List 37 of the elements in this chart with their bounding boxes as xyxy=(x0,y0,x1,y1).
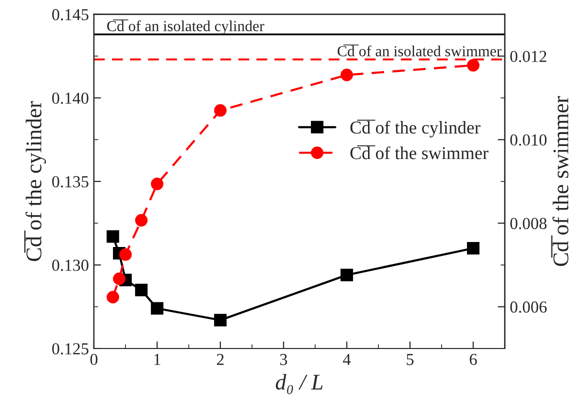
ref-line-label: C̅d̅ of an isolated swimmer xyxy=(338,44,502,56)
x-tick-label: 3 xyxy=(280,354,288,366)
y-tick-label: 0.135 xyxy=(52,176,88,188)
x-tick-label: 5 xyxy=(406,354,414,366)
point xyxy=(135,214,148,227)
point xyxy=(112,272,126,285)
point xyxy=(106,230,120,243)
y-tick-label: 0.130 xyxy=(52,260,88,271)
legend-label: C̅d̅ of the cylinder xyxy=(350,120,480,138)
point xyxy=(150,178,164,190)
point xyxy=(214,314,227,326)
legend-label: C̅d̅ of the swimmer xyxy=(350,145,488,160)
point xyxy=(340,268,354,282)
x-tick-label: 4 xyxy=(342,354,351,365)
y2-tick-label: 0.008 xyxy=(510,218,547,230)
y2-tick-label: 0.006 xyxy=(510,301,547,313)
point xyxy=(466,242,480,255)
x-tick-label: 0 xyxy=(90,354,98,366)
x-tick-label: 6 xyxy=(470,354,477,366)
point xyxy=(466,59,480,72)
y2-tick-label: 0.010 xyxy=(510,134,547,146)
point xyxy=(340,68,354,82)
point xyxy=(106,290,120,304)
y2-axis-title: C̅d̅ of the swimmer xyxy=(551,96,568,266)
point xyxy=(214,104,227,117)
y-tick-label: 0.145 xyxy=(52,9,88,20)
point xyxy=(135,284,148,296)
point xyxy=(119,248,132,261)
point xyxy=(150,302,164,315)
x-tick-label: 2 xyxy=(216,354,224,365)
x-axis-title: d₀ / L xyxy=(276,374,323,394)
x-tick-label: 1 xyxy=(154,354,160,365)
y-tick-label: 0.125 xyxy=(52,343,88,355)
y-axis-title: C̅d̅ of the cylinder xyxy=(24,101,46,262)
y-tick-label: 0.140 xyxy=(52,92,88,104)
ref-line-label: C̅d̅ of an isolated cylinder xyxy=(107,19,264,34)
y2-tick-label: 0.012 xyxy=(510,50,546,62)
